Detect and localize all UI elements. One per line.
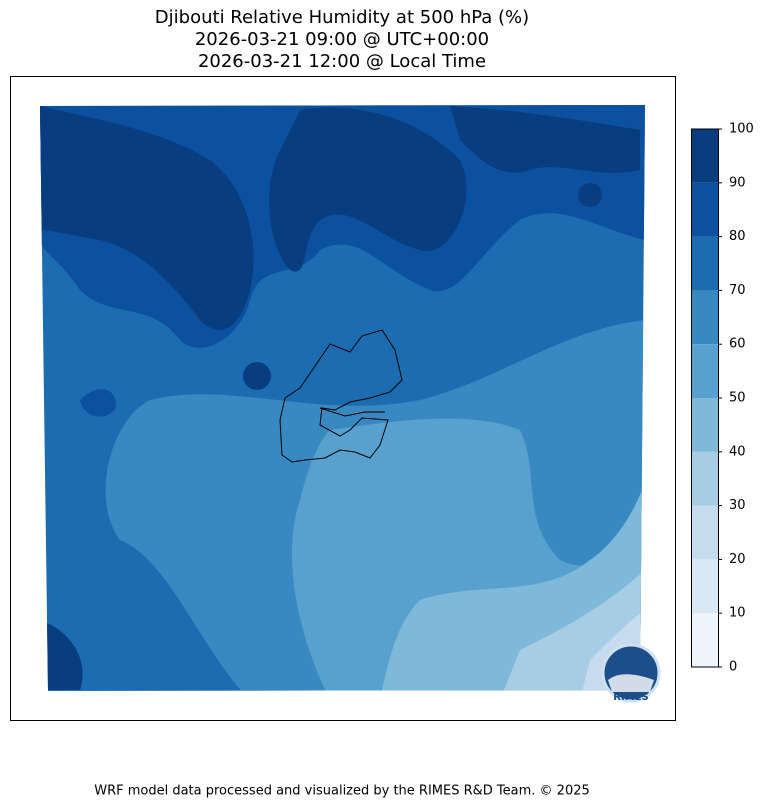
logo: RIMES bbox=[601, 643, 661, 703]
colorbar-segment bbox=[691, 559, 718, 614]
colorbar-segment bbox=[691, 398, 718, 452]
colorbar-segment bbox=[691, 129, 718, 183]
colorbar-segment bbox=[691, 344, 718, 398]
colorbar-tick-label: 30 bbox=[729, 498, 746, 513]
colorbar-tick-label: 90 bbox=[729, 175, 746, 190]
title-line: Djibouti Relative Humidity at 500 hPa (%… bbox=[155, 7, 529, 28]
title-line: 2026-03-21 09:00 @ UTC+00:00 bbox=[195, 29, 489, 50]
colorbar-segment bbox=[691, 236, 718, 291]
map: RIMES bbox=[40, 105, 661, 703]
colorbar: 0 10 20 30 40 50 60 70 80 90 100 bbox=[691, 122, 754, 675]
footer: WRF model data processed and visualized … bbox=[94, 784, 590, 799]
colorbar-segment bbox=[691, 451, 718, 506]
colorbar-tick-label: 70 bbox=[729, 283, 746, 298]
colorbar-tick-label: 80 bbox=[729, 229, 746, 244]
title-line: 2026-03-21 12:00 @ Local Time bbox=[198, 51, 486, 72]
logo-text: RIMES bbox=[613, 692, 648, 703]
colorbar-segment bbox=[691, 505, 718, 560]
colorbar-segment bbox=[691, 182, 718, 237]
colorbar-tick-label: 20 bbox=[729, 552, 746, 567]
colorbar-tick-label: 100 bbox=[729, 122, 754, 137]
colorbar-tick-label: 10 bbox=[729, 606, 746, 621]
colorbar-tick-label: 60 bbox=[729, 337, 746, 352]
colorbar-tick-label: 50 bbox=[729, 391, 746, 406]
colorbar-segment bbox=[691, 613, 718, 667]
colorbar-tick-label: 40 bbox=[729, 444, 746, 459]
colorbar-tick-label: 0 bbox=[729, 660, 737, 675]
colorbar-segment bbox=[691, 290, 718, 345]
